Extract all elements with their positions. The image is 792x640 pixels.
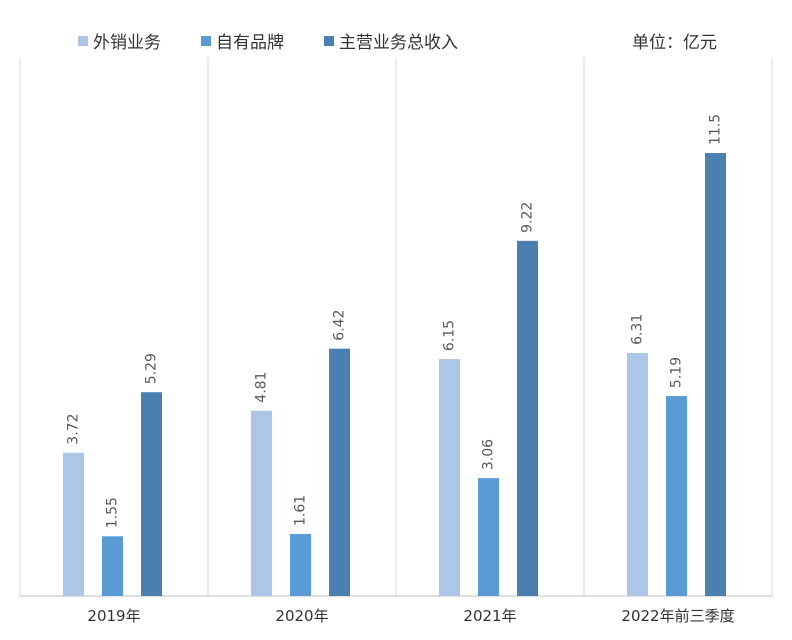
x-tick-label: 2020年 — [275, 607, 328, 625]
data-label-total-revenue: 9.22 — [520, 202, 536, 233]
bar-export — [63, 452, 84, 596]
bar-total-revenue — [517, 240, 538, 596]
legend-swatch-total-revenue — [324, 35, 334, 46]
bar-export — [627, 352, 648, 596]
legend-label-export: 外销业务 — [93, 33, 161, 53]
legend-item-own-brand: 自有品牌 — [201, 28, 284, 53]
x-tick-label: 2022年前三季度 — [621, 607, 734, 625]
data-label-own-brand: 1.61 — [293, 495, 309, 526]
data-label-own-brand: 5.19 — [669, 357, 685, 388]
legend-label-own-brand: 自有品牌 — [216, 33, 284, 53]
data-label-export: 4.81 — [254, 372, 270, 403]
x-tick-label: 2021年 — [463, 607, 516, 625]
data-label-own-brand: 3.06 — [481, 439, 497, 470]
bar-total-revenue — [141, 392, 162, 596]
data-label-export: 3.72 — [66, 414, 82, 445]
bar-export — [439, 359, 460, 596]
bar-own-brand — [666, 396, 687, 596]
legend-item-total-revenue: 主营业务总收入 — [324, 28, 458, 53]
bar-own-brand — [290, 533, 311, 596]
data-label-total-revenue: 5.29 — [144, 353, 160, 384]
data-label-export: 6.15 — [442, 320, 458, 351]
unit-label: 单位：亿元 — [632, 33, 717, 53]
legend-item-export: 外销业务 — [78, 28, 161, 53]
data-label-export: 6.31 — [630, 314, 646, 345]
bar-export — [251, 410, 272, 596]
bar-total-revenue — [705, 153, 726, 596]
legend: 外销业务 自有品牌 主营业务总收入 — [78, 28, 498, 53]
data-label-own-brand: 1.55 — [105, 497, 121, 528]
bar-total-revenue — [329, 348, 350, 596]
bar-own-brand — [102, 536, 123, 596]
legend-swatch-own-brand — [201, 35, 211, 46]
x-tick-label: 2019年 — [87, 607, 140, 625]
data-label-total-revenue: 11.5 — [708, 114, 724, 145]
bar-own-brand — [478, 478, 499, 596]
legend-swatch-export — [78, 35, 88, 46]
data-label-total-revenue: 6.42 — [332, 310, 348, 341]
legend-label-total-revenue: 主营业务总收入 — [339, 33, 458, 53]
